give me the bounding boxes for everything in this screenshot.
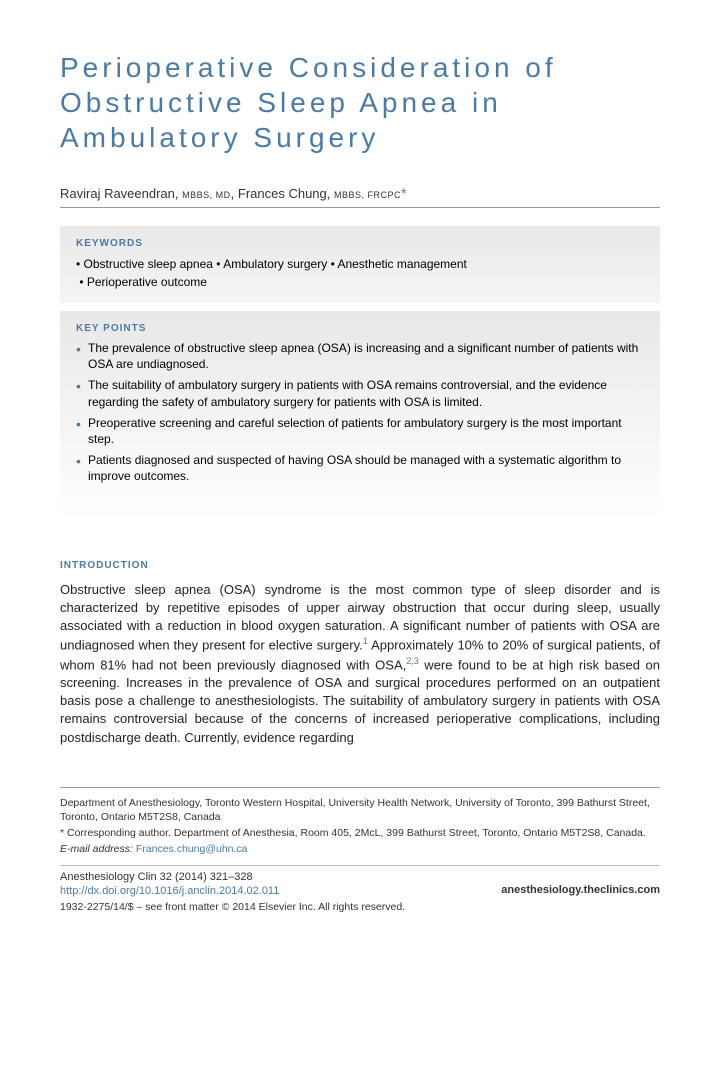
corresponding-mark: * (401, 185, 406, 201)
article-title: Perioperative Consideration of Obstructi… (60, 50, 660, 155)
keywords-box: KEYWORDS • Obstructive sleep apnea • Amb… (60, 226, 660, 303)
author-2-name: Frances Chung (238, 186, 327, 201)
keypoints-list: The prevalence of obstructive sleep apne… (76, 340, 644, 485)
journal-citation: Anesthesiology Clin 32 (2014) 321–328 (60, 870, 279, 884)
article-footer: Department of Anesthesiology, Toronto We… (60, 787, 660, 914)
author-1-name: Raviraj Raveendran (60, 186, 175, 201)
keywords-heading: KEYWORDS (76, 238, 644, 249)
keypoint-item: The suitability of ambulatory surgery in… (76, 377, 644, 409)
corresponding-author-line: * Corresponding author. Department of An… (60, 826, 660, 840)
keypoints-box: KEY POINTS The prevalence of obstructive… (60, 311, 660, 520)
email-label: E-mail address: (60, 843, 133, 855)
author-2-credentials: MBBS, FRCPC (334, 190, 401, 200)
introduction-paragraph: Obstructive sleep apnea (OSA) syndrome i… (60, 581, 660, 747)
citation-left: Anesthesiology Clin 32 (2014) 321–328 ht… (60, 870, 279, 899)
keypoints-heading: KEY POINTS (76, 323, 644, 334)
keypoint-item: The prevalence of obstructive sleep apne… (76, 340, 644, 372)
reference-2-3[interactable]: 2,3 (406, 656, 419, 666)
introduction-heading: INTRODUCTION (60, 560, 660, 571)
keyword-3: Anesthetic management (337, 257, 466, 271)
affiliation-line: Department of Anesthesiology, Toronto We… (60, 796, 660, 824)
keywords-list: • Obstructive sleep apnea • Ambulatory s… (76, 255, 644, 291)
email-link[interactable]: Frances.chung@uhn.ca (136, 843, 248, 855)
citation-row: Anesthesiology Clin 32 (2014) 321–328 ht… (60, 865, 660, 899)
email-line: E-mail address: Frances.chung@uhn.ca (60, 842, 660, 856)
clinics-site-link[interactable]: anesthesiology.theclinics.com (501, 883, 660, 898)
doi-link[interactable]: http://dx.doi.org/10.1016/j.anclin.2014.… (60, 884, 279, 898)
authors-line: Raviraj Raveendran, MBBS, MD, Frances Ch… (60, 185, 660, 208)
copyright-line: 1932-2275/14/$ – see front matter © 2014… (60, 900, 660, 914)
author-1-credentials: MBBS, MD (182, 190, 231, 200)
keypoint-item: Preoperative screening and careful selec… (76, 415, 644, 447)
keyword-4: Perioperative outcome (87, 275, 207, 289)
keypoint-item: Patients diagnosed and suspected of havi… (76, 452, 644, 484)
keyword-2: Ambulatory surgery (223, 257, 327, 271)
keyword-1: Obstructive sleep apnea (84, 257, 213, 271)
